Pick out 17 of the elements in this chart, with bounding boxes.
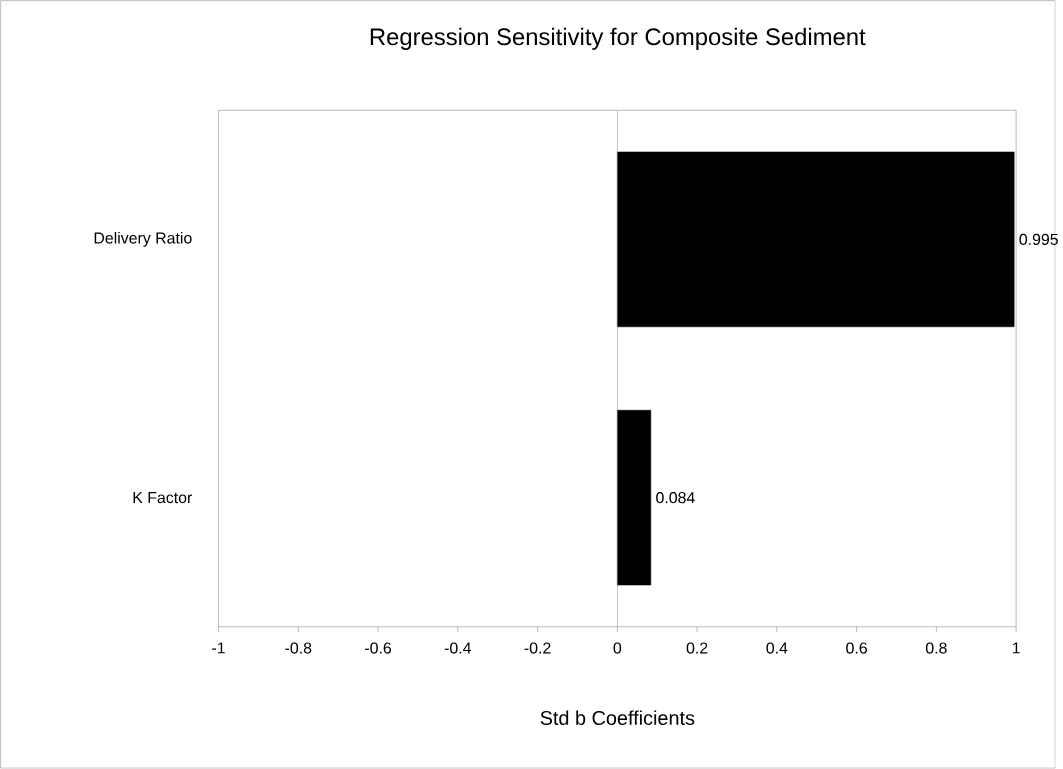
data-label: 0.084: [656, 492, 695, 504]
data-label: 0.995: [1019, 233, 1058, 246]
x-tick-label: 1: [1012, 642, 1020, 654]
x-tick-label: 0.2: [686, 642, 708, 654]
x-tick-label: 0.4: [766, 642, 788, 654]
chart-title: Regression Sensitivity for Composite Sediment: [370, 27, 866, 51]
x-tick-label: 0.8: [925, 642, 947, 654]
x-tick-label: 0: [613, 642, 622, 654]
x-tick-label: -0.2: [524, 642, 551, 654]
x-tick-label: -0.8: [285, 642, 312, 654]
y-tick-label: K Factor: [133, 492, 193, 504]
x-axis-title: Std b Coefficients: [540, 710, 695, 726]
x-tick-label: -0.6: [365, 642, 392, 654]
x-tick-label: -1: [212, 642, 225, 654]
y-tick-label: Delivery Ratio: [94, 232, 192, 247]
x-tick-label: -0.4: [444, 642, 472, 654]
x-tick-label: 0.6: [846, 642, 867, 654]
